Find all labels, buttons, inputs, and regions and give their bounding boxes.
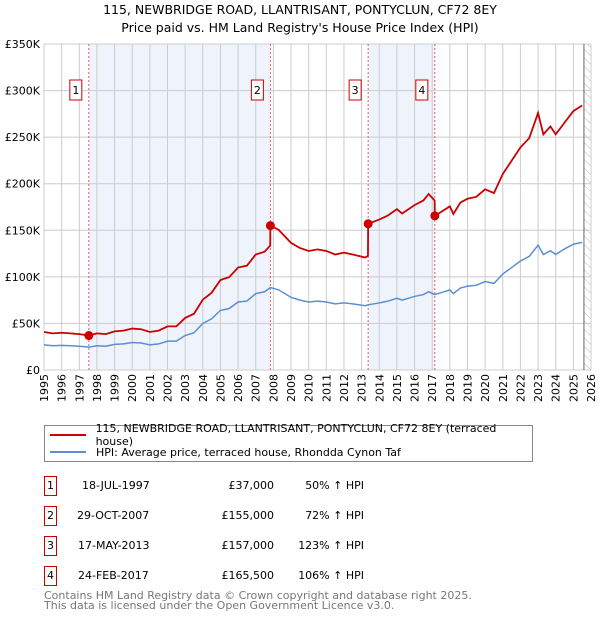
- sale-price: £157,000: [221, 539, 275, 552]
- y-tick-label: £100K: [5, 271, 41, 284]
- x-tick-label: 1996: [56, 374, 69, 402]
- x-tick-label: 2018: [444, 374, 457, 402]
- y-tick-label: £300K: [5, 85, 41, 98]
- sale-date: 17-MAY-2013: [78, 539, 150, 552]
- price-chart: 1995 1996 1997 1998 1999 2000 2001 2002 2003 2004…: [5, 38, 598, 402]
- legend-label-property: 115, NEWBRIDGE ROAD, LLANTRISANT, PONTYC…: [95, 422, 497, 448]
- x-tick-label: 2006: [232, 374, 245, 402]
- x-tick-label: 2021: [497, 374, 510, 402]
- x-tick-label: 2013: [356, 374, 369, 402]
- sale-marker-box: [415, 79, 429, 101]
- forecast-hatch: [583, 44, 591, 370]
- sale-marker-number: 1: [72, 84, 79, 97]
- legend-item-hpi: HPI: Average price, terraced house, Rhon…: [50, 444, 401, 460]
- sale-date: 18-JUL-1997: [82, 479, 150, 492]
- y-tick-label: £0: [26, 364, 40, 377]
- property-price-line: [43, 104, 583, 337]
- sale-price: £37,000: [228, 479, 275, 492]
- x-tick-label: 2001: [144, 374, 157, 402]
- legend-swatch-red: [50, 434, 86, 436]
- x-tick-label: 2022: [514, 374, 527, 402]
- sale-marker-number: 3: [352, 84, 359, 97]
- x-tick-label: 2016: [409, 374, 422, 402]
- chart-title: 115, NEWBRIDGE ROAD, LLANTRISANT, PONTYC…: [103, 2, 497, 17]
- sale-hpi-change: 123% ↑ HPI: [298, 539, 364, 552]
- legend-swatch-blue: [50, 451, 86, 453]
- x-tick-label: 2005: [214, 374, 227, 402]
- x-tick-label: 2015: [391, 374, 404, 402]
- sale-date: 24-FEB-2017: [78, 569, 149, 582]
- shaded-range: [88, 44, 271, 370]
- sale-price: £165,500: [221, 569, 275, 582]
- x-tick-label: 2000: [126, 374, 139, 402]
- x-tick-label: 1997: [73, 374, 86, 402]
- sale-marker-label: 2: [250, 79, 264, 101]
- sale-number-badge: 2: [44, 506, 57, 526]
- sale-marker-box: [250, 79, 264, 101]
- x-tick-label: 2011: [320, 374, 333, 402]
- x-tick-label: 1995: [38, 374, 51, 402]
- sale-point: [430, 211, 440, 221]
- x-tick-label: 2025: [567, 374, 580, 402]
- y-tick-label: £150K: [5, 224, 41, 237]
- x-tick-label: 2017: [426, 374, 439, 402]
- sale-marker-label: 4: [415, 79, 429, 101]
- sale-number-badge: 1: [44, 476, 57, 496]
- sale-hpi-change: 72% ↑ HPI: [305, 509, 364, 522]
- legend: 115, NEWBRIDGE ROAD, LLANTRISANT, PONTYC…: [44, 422, 533, 462]
- sale-marker-number: 2: [254, 84, 261, 97]
- sale-hpi-change: 106% ↑ HPI: [298, 569, 364, 582]
- x-tick-label: 2012: [338, 374, 351, 402]
- x-tick-label: 2024: [550, 374, 563, 402]
- x-tick-label: 2007: [250, 374, 263, 402]
- y-tick-label: £200K: [5, 178, 41, 191]
- legend-item-property: 115, NEWBRIDGE ROAD, LLANTRISANT, PONTYC…: [50, 422, 532, 448]
- x-tick-label: 2020: [479, 374, 492, 402]
- sale-point: [84, 331, 94, 341]
- x-tick-label: 2010: [303, 374, 316, 402]
- chart-subtitle: Price paid vs. HM Land Registry's House …: [121, 20, 479, 35]
- sale-date: 29-OCT-2007: [77, 509, 150, 522]
- sale-marker-box: [348, 79, 362, 101]
- sale-marker-number: 4: [418, 84, 425, 97]
- x-tick-label: 2026: [585, 374, 598, 402]
- sale-marker-label: 3: [348, 79, 362, 101]
- x-tick-label: 2014: [373, 374, 386, 402]
- x-tick-label: 1998: [91, 374, 104, 402]
- sale-point: [265, 221, 275, 231]
- hpi-line: [43, 241, 583, 348]
- footer-copyright: Contains HM Land Registry data © Crown c…: [44, 589, 472, 602]
- sale-number-badge: 3: [44, 536, 57, 556]
- x-tick-label: 2003: [179, 374, 192, 402]
- sale-point: [363, 219, 373, 229]
- x-tick-label: 2023: [532, 374, 545, 402]
- x-tick-label: 2019: [461, 374, 474, 402]
- sale-marker-label: 1: [69, 79, 83, 101]
- sale-hpi-change: 50% ↑ HPI: [305, 479, 364, 492]
- x-tick-label: 2008: [267, 374, 280, 402]
- footer-licence: This data is licensed under the Open Gov…: [44, 599, 395, 612]
- x-tick-label: 2004: [197, 374, 210, 402]
- x-tick-label: 1999: [109, 374, 122, 402]
- x-tick-label: 2002: [162, 374, 175, 402]
- legend-label-hpi: HPI: Average price, terraced house, Rhon…: [96, 445, 401, 459]
- sale-number-badge: 4: [44, 566, 57, 586]
- y-tick-label: £250K: [5, 131, 41, 144]
- sale-marker-box: [69, 79, 83, 101]
- y-tick-label: £50K: [12, 317, 41, 330]
- sale-price: £155,000: [221, 509, 275, 522]
- y-tick-label: £350K: [5, 38, 41, 51]
- x-tick-label: 2009: [285, 374, 298, 402]
